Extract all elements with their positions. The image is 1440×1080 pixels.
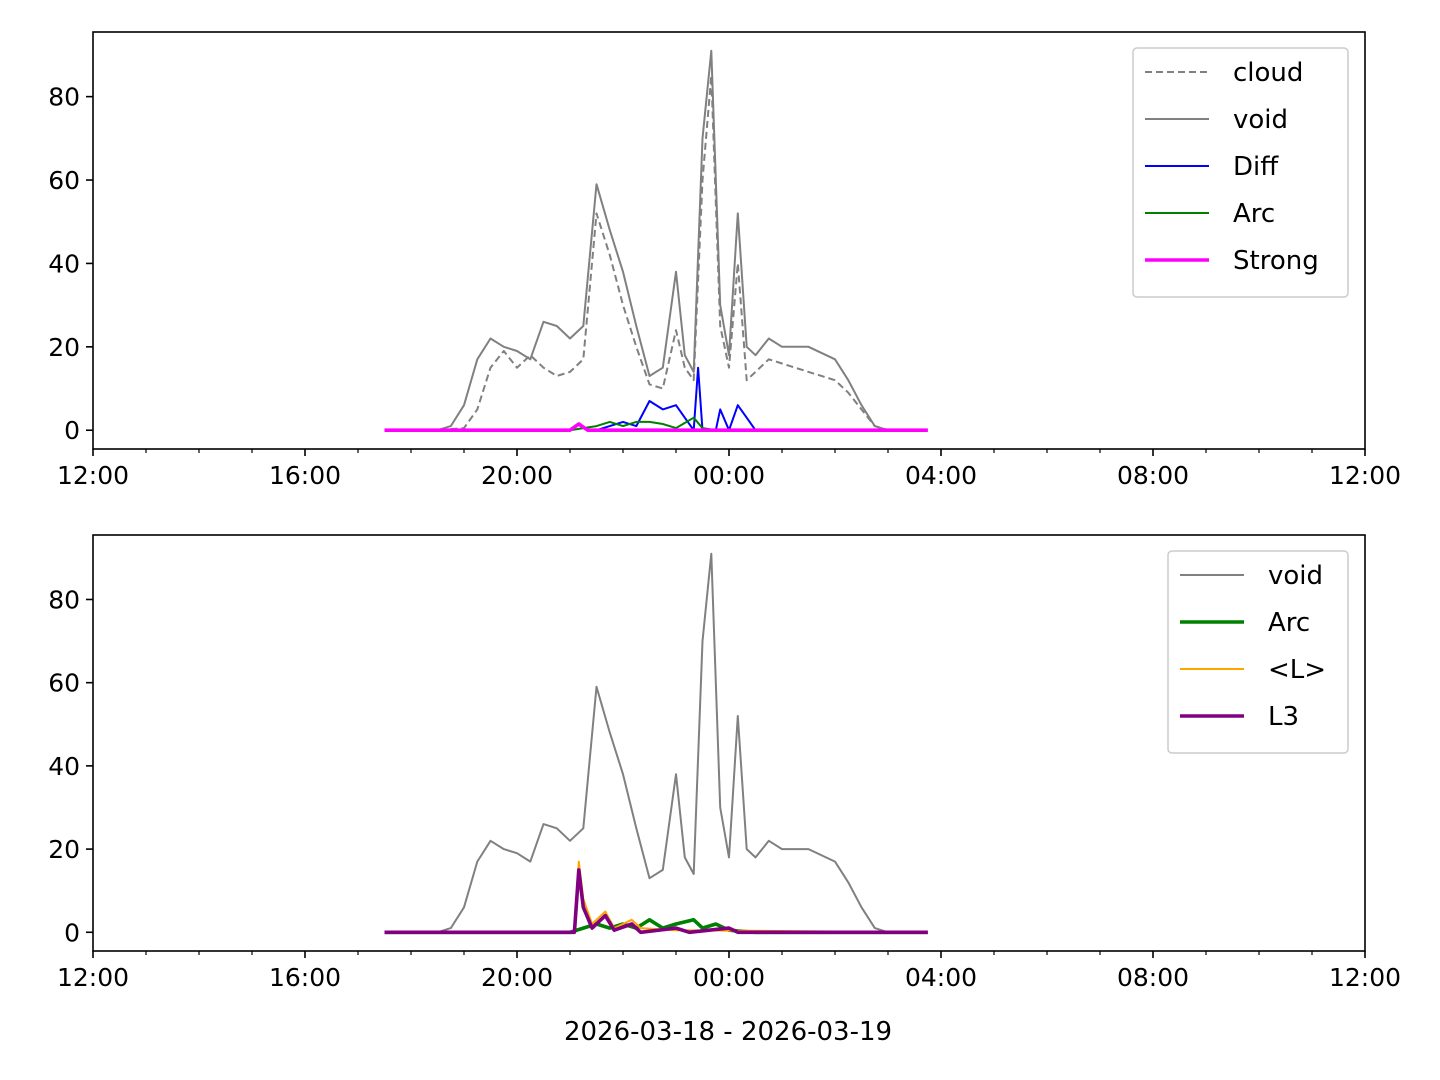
- legend: cloud void Diff Arc Strong: [1132, 47, 1349, 298]
- x-tick-label-6: 12:00: [1329, 963, 1401, 992]
- legend-box: [1167, 550, 1349, 754]
- x-tick-label-5: 08:00: [1117, 461, 1189, 490]
- bottom-chart: 0 20 40 60 80 12:00 16:00 20:00 00:00 04:00 08:00 1…: [48, 534, 1401, 992]
- figure-xlabel: 2026-03-18 - 2026-03-19: [564, 1017, 892, 1047]
- legend-label-1: void: [1233, 105, 1288, 135]
- y-tick-label-4: 80: [48, 585, 80, 614]
- legend-label-0: void: [1268, 561, 1323, 591]
- x-tick-label-2: 20:00: [481, 461, 553, 490]
- series-line-3: [384, 868, 928, 935]
- y-tick-label-3: 60: [48, 669, 80, 698]
- legend-box: [1132, 47, 1349, 298]
- series-line-2: [596, 366, 757, 432]
- x-tick-label-3: 00:00: [693, 461, 765, 490]
- y-tick-label-1: 20: [48, 835, 80, 864]
- x-tick-label-1: 16:00: [269, 461, 341, 490]
- top-chart: 0 20 40 60 80 12:00 16:00 20:00 00:00 04:00 08:00 1…: [48, 31, 1401, 490]
- series-line-4: [384, 422, 928, 432]
- series-line-3: [569, 416, 729, 432]
- plot-area: [384, 552, 928, 935]
- legend-label-4: Strong: [1233, 246, 1319, 276]
- y-tick-label-3: 60: [48, 166, 80, 195]
- series-line-1: [384, 49, 928, 432]
- x-tick-label-2: 20:00: [481, 963, 553, 992]
- series-line-0: [384, 74, 928, 432]
- x-tick-label-4: 04:00: [905, 963, 977, 992]
- legend-label-0: cloud: [1233, 58, 1303, 88]
- y-tick-label-1: 20: [48, 333, 80, 362]
- y-tick-label-2: 40: [48, 752, 80, 781]
- x-tick-label-6: 12:00: [1329, 461, 1401, 490]
- y-tick-label-4: 80: [48, 83, 80, 112]
- x-tick-label-0: 12:00: [57, 461, 129, 490]
- x-tick-label-3: 00:00: [693, 963, 765, 992]
- y-tick-label-2: 40: [48, 249, 80, 278]
- legend-label-2: Diff: [1233, 152, 1279, 182]
- legend-label-3: Arc: [1233, 199, 1275, 229]
- legend: void Arc <L> L3: [1167, 550, 1349, 754]
- y-tick-label-0: 0: [64, 416, 80, 445]
- plot-area: [384, 49, 928, 432]
- series-line-0: [384, 552, 928, 934]
- x-tick-label-4: 04:00: [905, 461, 977, 490]
- legend-label-3: L3: [1268, 702, 1299, 732]
- x-tick-label-0: 12:00: [57, 963, 129, 992]
- legend-label-2: <L>: [1268, 655, 1326, 685]
- x-tick-label-1: 16:00: [269, 963, 341, 992]
- legend-label-1: Arc: [1268, 608, 1310, 638]
- x-tick-label-5: 08:00: [1117, 963, 1189, 992]
- y-tick-label-0: 0: [64, 918, 80, 947]
